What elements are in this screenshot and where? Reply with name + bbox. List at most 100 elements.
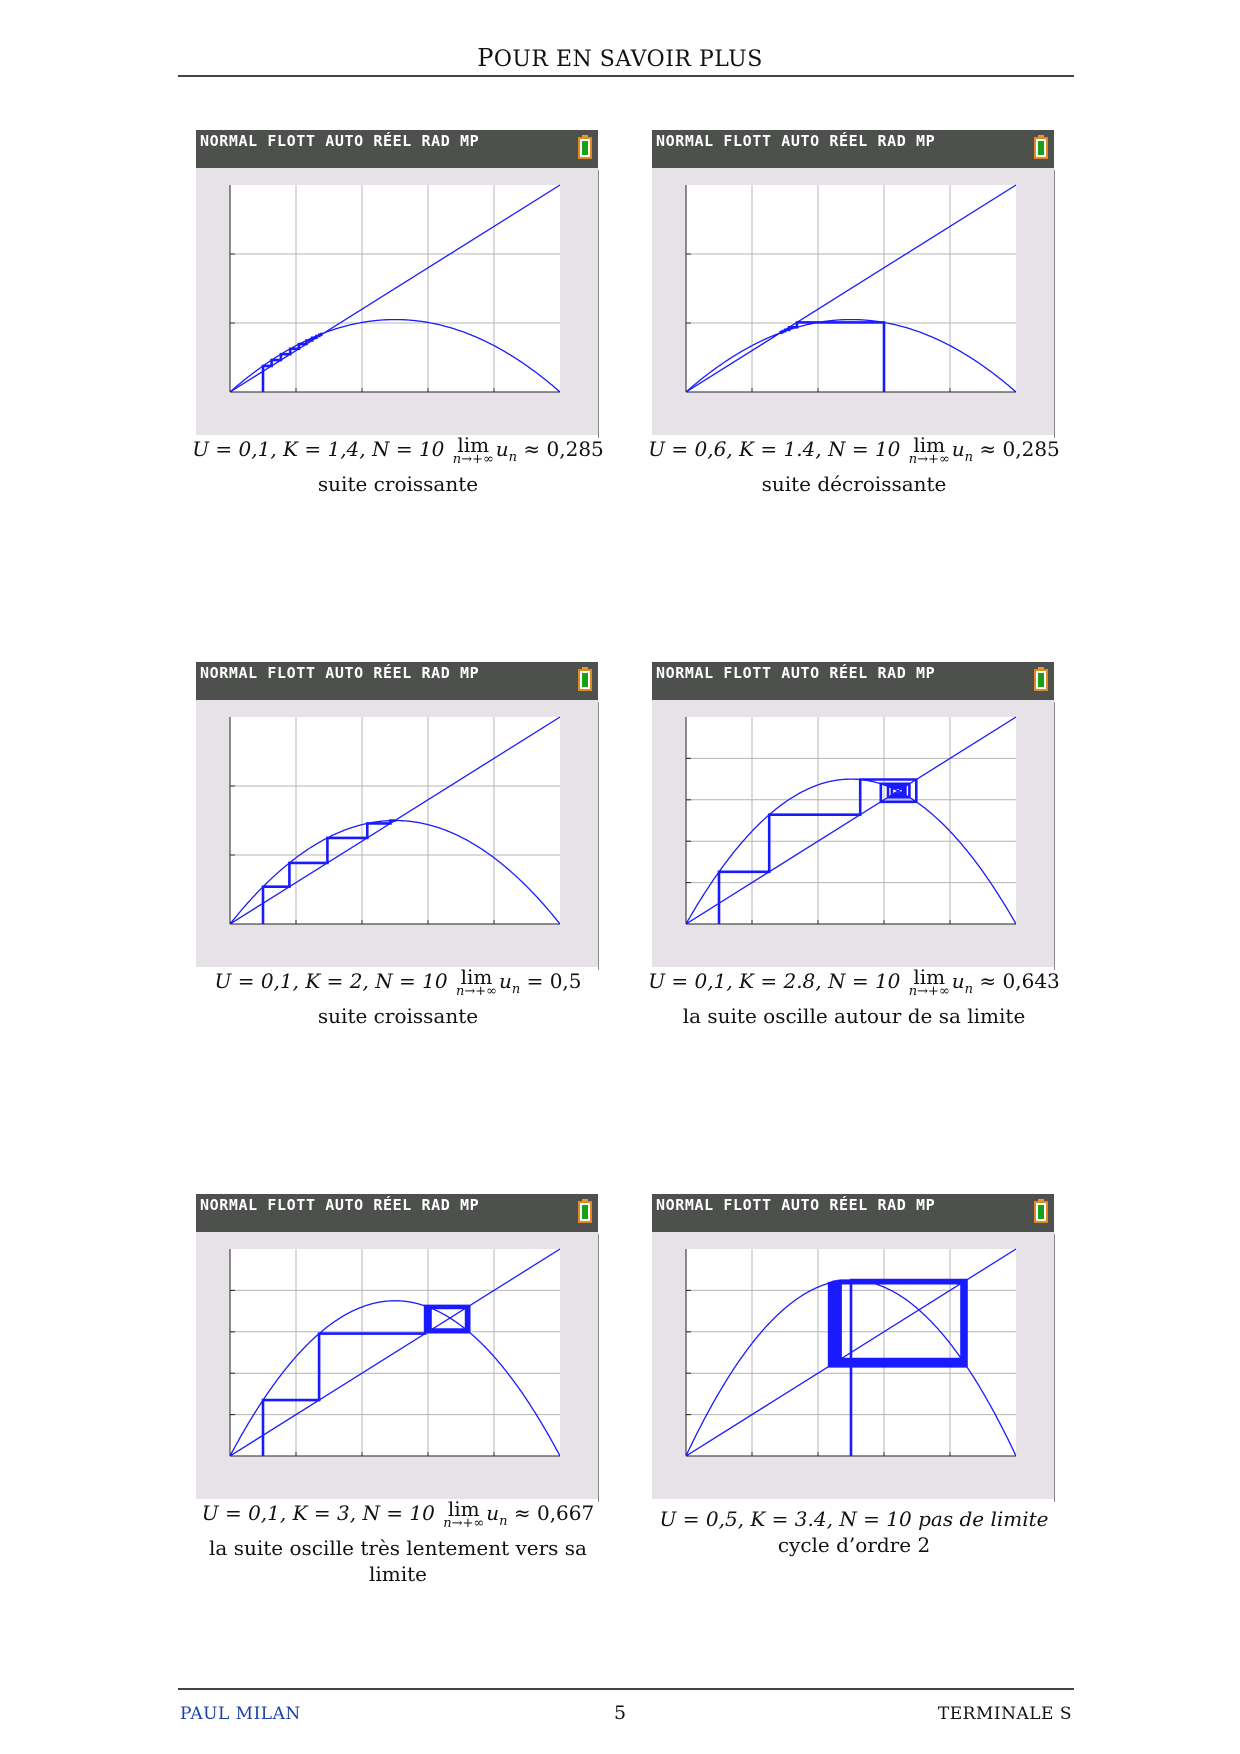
cobweb-path	[827, 1278, 968, 1456]
battery-icon	[578, 667, 592, 691]
cobweb-path	[261, 819, 397, 924]
plot-axes	[229, 185, 560, 393]
plot-axes	[685, 717, 1016, 925]
caption-params: U = 0,1, K = 1,4, N = 10	[192, 437, 445, 461]
plot-grid	[230, 185, 560, 392]
figure-caption: U = 0,5, K = 3.4, N = 10 pas de limite cy…	[644, 1506, 1064, 1558]
limit-value: ≈ 0,285	[973, 437, 1060, 461]
figure-caption: U = 0,1, K = 3, N = 10 lim n→+∞ un ≈ 0,667…	[188, 1497, 608, 1587]
lim-word: lim	[447, 1497, 480, 1521]
status-bar-text: NORMAL FLOTT AUTO RÉEL RAD MP	[656, 132, 936, 150]
caption-params: U = 0,5, K = 3.4, N = 10 pas de limite	[659, 1507, 1049, 1531]
cobweb-plot	[685, 716, 1016, 925]
status-bar-text: NORMAL FLOTT AUTO RÉEL RAD MP	[200, 1196, 480, 1214]
limit-value: ≈ 0,285	[517, 437, 604, 461]
battery-icon	[578, 1199, 592, 1223]
calculator-status-bar: NORMAL FLOTT AUTO RÉEL RAD MP	[196, 1194, 598, 1232]
plot-axes	[229, 717, 560, 925]
lim-subscript: n→+∞	[452, 452, 494, 467]
calculator-screen: NORMAL FLOTT AUTO RÉEL RAD MP	[652, 1194, 1054, 1499]
sequence-index: n	[964, 982, 974, 997]
sequence-term: u	[498, 969, 512, 993]
calculator-status-bar: NORMAL FLOTT AUTO RÉEL RAD MP	[652, 1194, 1054, 1232]
bisector-line	[230, 184, 560, 392]
footer-rule	[178, 1688, 1074, 1690]
caption-params: U = 0,6, K = 1.4, N = 10	[648, 437, 901, 461]
page-header-title: POUR EN SAVOIR PLUS	[477, 44, 763, 72]
cobweb-plot	[685, 1248, 1016, 1457]
sequence-index: n	[511, 982, 521, 997]
caption-description: suite décroissante	[761, 472, 947, 496]
battery-icon	[1034, 667, 1048, 691]
sequence-index: n	[964, 450, 974, 465]
screen-edge	[1054, 1234, 1055, 1502]
bisector-line	[686, 716, 1016, 924]
plot-grid	[230, 1249, 560, 1456]
plot-axes	[685, 185, 1016, 393]
caption-params: U = 0,1, K = 3, N = 10	[201, 1501, 435, 1525]
calculator-status-bar: NORMAL FLOTT AUTO RÉEL RAD MP	[652, 130, 1054, 168]
caption-description: suite croissante	[317, 472, 479, 496]
battery-icon	[1034, 135, 1048, 159]
caption-description: suite croissante	[317, 1004, 479, 1028]
footer-author: PAUL MILAN	[180, 1704, 301, 1724]
plot-axes	[229, 1249, 560, 1457]
sequence-index: n	[508, 450, 518, 465]
limit-value: = 0,5	[520, 969, 582, 993]
status-bar-text: NORMAL FLOTT AUTO RÉEL RAD MP	[200, 664, 480, 682]
limit-value: ≈ 0,667	[507, 1501, 595, 1525]
calculator-screen: NORMAL FLOTT AUTO RÉEL RAD MP	[196, 662, 598, 967]
plot-grid	[230, 717, 560, 924]
caption-params: U = 0,1, K = 2, N = 10	[214, 969, 448, 993]
status-bar-text: NORMAL FLOTT AUTO RÉEL RAD MP	[656, 664, 936, 682]
limit-operator: lim n→+∞	[443, 1497, 485, 1531]
lim-subscript: n→+∞	[443, 1516, 485, 1531]
figure-caption: U = 0,1, K = 2.8, N = 10 lim n→+∞ un ≈ 0,6…	[644, 965, 1064, 1029]
calculator-screen: NORMAL FLOTT AUTO RÉEL RAD MP	[196, 1194, 598, 1499]
lim-word: lim	[913, 433, 946, 457]
calculator-status-bar: NORMAL FLOTT AUTO RÉEL RAD MP	[196, 662, 598, 700]
screen-edge	[598, 170, 599, 438]
calculator-screen: NORMAL FLOTT AUTO RÉEL RAD MP	[196, 130, 598, 435]
limit-operator: lim n→+∞	[909, 965, 950, 998]
calculator-screen: NORMAL FLOTT AUTO RÉEL RAD MP	[652, 662, 1054, 967]
parabola-curve	[686, 318, 1016, 392]
battery-icon	[578, 135, 592, 159]
status-bar-text: NORMAL FLOTT AUTO RÉEL RAD MP	[200, 132, 480, 150]
page-number: 5	[613, 1702, 627, 1724]
sequence-term: u	[951, 437, 965, 461]
screen-edge	[1054, 702, 1055, 970]
limit-operator: lim n→+∞	[909, 433, 950, 466]
footer-level: TERMINALE S	[937, 1704, 1072, 1724]
parabola-curve	[230, 318, 560, 392]
cobweb-path	[717, 778, 918, 924]
sequence-index: n	[499, 1514, 508, 1529]
cobweb-path	[261, 1304, 471, 1456]
lim-subscript: n→+∞	[455, 984, 497, 999]
cobweb-plot	[229, 716, 560, 925]
lim-word: lim	[457, 433, 490, 457]
sequence-term: u	[486, 1501, 500, 1525]
calculator-status-bar: NORMAL FLOTT AUTO RÉEL RAD MP	[196, 130, 598, 168]
limit-operator: lim n→+∞	[455, 965, 497, 999]
cobweb-plot	[685, 184, 1016, 393]
caption-description: cycle d’ordre 2	[777, 1533, 931, 1557]
calculator-screen: NORMAL FLOTT AUTO RÉEL RAD MP	[652, 130, 1054, 435]
cobweb-plot	[229, 1248, 560, 1457]
screen-edge	[1054, 170, 1055, 438]
figure-caption: U = 0,1, K = 2, N = 10 lim n→+∞ un = 0,5 su…	[188, 965, 608, 1029]
screen-edge	[598, 702, 599, 970]
caption-description: la suite oscille très lentement vers sa …	[209, 1536, 587, 1586]
cobweb-plot	[229, 184, 560, 393]
parabola-curve	[230, 1300, 560, 1456]
sequence-term: u	[495, 437, 509, 461]
figure-caption: U = 0,6, K = 1.4, N = 10 lim n→+∞ un ≈ 0,2…	[644, 433, 1064, 497]
cobweb-path	[779, 321, 886, 392]
status-bar-text: NORMAL FLOTT AUTO RÉEL RAD MP	[656, 1196, 936, 1214]
figure-caption: U = 0,1, K = 1,4, N = 10 lim n→+∞ un ≈ 0,2…	[188, 433, 608, 497]
battery-icon	[1034, 1199, 1048, 1223]
limit-operator: lim n→+∞	[452, 433, 494, 467]
lim-word: lim	[913, 965, 946, 989]
lim-word: lim	[460, 965, 493, 989]
bisector-line	[686, 184, 1016, 392]
